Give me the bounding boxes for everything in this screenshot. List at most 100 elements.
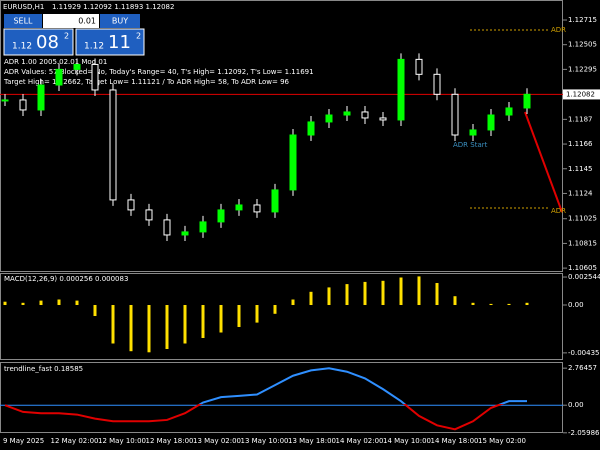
y-tick-label: 0.00: [568, 301, 584, 309]
macd-bar: [39, 300, 43, 306]
candle: [109, 89, 117, 201]
macd-bar: [489, 303, 493, 306]
y-tick-label: 2.76457: [568, 364, 597, 372]
macd-bar: [273, 305, 277, 314]
sell-big: 1.12: [12, 42, 32, 52]
candle: [37, 84, 45, 111]
macd-bar: [57, 299, 61, 306]
x-tick-label: 14 May 10:00: [383, 437, 431, 445]
macd-bar: [3, 301, 7, 306]
macd-bar: [129, 305, 133, 352]
buy-price[interactable]: [75, 28, 145, 56]
candle: [235, 204, 243, 211]
y-tick-label: 1.1166: [568, 140, 593, 148]
candle: [55, 68, 63, 86]
adr-label: ADR: [551, 26, 566, 34]
panel-frames: [0, 0, 563, 433]
x-tick-label: 14 May 02:00: [336, 437, 384, 445]
x-tick-label: 13 May 18:00: [288, 437, 336, 445]
candle: [487, 114, 495, 131]
candle: [433, 73, 441, 95]
sell-button[interactable]: [4, 14, 42, 28]
macd-title: MACD(12,26,9) 0.000256 0.000083: [4, 275, 128, 283]
buy-mid: 11: [108, 32, 131, 53]
lot-input[interactable]: [43, 14, 99, 28]
macd-bar: [417, 276, 421, 306]
buy-sup: 2: [136, 32, 141, 41]
info-line: ADR Values: 57 Blocked= No, Today's Rang…: [4, 68, 314, 76]
lot-text: 0.01: [78, 17, 96, 26]
candle: [415, 58, 423, 75]
buy-button[interactable]: [100, 14, 140, 28]
sell-mid: 08: [36, 32, 59, 53]
macd-bar: [183, 305, 187, 344]
y-tick-label: 0.00: [568, 401, 584, 409]
macd-bar: [345, 284, 349, 306]
macd-bar: [201, 305, 205, 339]
trend-line-up: [198, 367, 527, 404]
sell-sup: 2: [64, 32, 69, 41]
macd-bar: [111, 305, 115, 344]
y-tick-label: 0.002544: [568, 273, 600, 281]
y-tick-label: 1.1145: [568, 165, 593, 173]
macd-bar: [219, 305, 223, 333]
current-price-box: [563, 89, 600, 100]
macd-bar: [471, 302, 475, 306]
x-tick-label: 13 May 02:00: [193, 437, 241, 445]
candle: [127, 199, 135, 211]
candle: [361, 111, 369, 119]
macd-bar: [399, 277, 403, 306]
y-tick-label: 1.12505: [568, 41, 597, 49]
candle: [91, 63, 99, 91]
y-tick-label: 1.1124: [568, 189, 593, 197]
x-tick-label: 12 May 02:00: [51, 437, 99, 445]
candle: [343, 111, 351, 116]
candle: [217, 209, 225, 223]
x-tick-label: 12 May 18:00: [146, 437, 194, 445]
macd-bar: [147, 305, 151, 353]
candle: [163, 219, 171, 236]
macd-bar: [507, 303, 511, 306]
macd-bar: [435, 283, 439, 306]
candle: [397, 58, 405, 121]
macd-bar: [381, 280, 385, 306]
candle: [505, 107, 513, 116]
candle: [271, 189, 279, 213]
candle: [181, 231, 189, 236]
candle: [523, 93, 531, 109]
y-tick-label: -2.05986: [568, 429, 600, 437]
macd-bar: [327, 287, 331, 306]
x-tick-label: 15 May 02:00: [478, 437, 526, 445]
symbol: EURUSD,H1: [3, 3, 44, 11]
adr-start-label: ADR Start: [453, 141, 488, 149]
candle: [199, 221, 207, 233]
y-tick-label: 1.12715: [568, 16, 597, 24]
macd-bar: [291, 299, 295, 306]
candle: [145, 209, 153, 221]
macd-bar: [309, 291, 313, 306]
info-line: ADR 1.00 2005.02.01 Mod 01: [4, 58, 107, 66]
y-tick-label: 1.10605: [568, 264, 597, 272]
candle: [19, 99, 27, 111]
macd-bar: [21, 302, 25, 306]
macd-bar: [165, 305, 169, 350]
candle: [469, 129, 477, 136]
current-price-label: 1.12082: [566, 90, 595, 98]
macd-bar: [93, 305, 97, 317]
adr-arrow: [524, 111, 563, 213]
candle: [325, 114, 333, 123]
candle: [307, 121, 315, 136]
macd-bar: [525, 302, 529, 306]
macd-bar: [75, 300, 79, 306]
buy-big: 1.12: [84, 42, 104, 52]
y-tick-label: 1.11025: [568, 215, 597, 223]
info-line: Target High= 1.12662, Target Low= 1.1112…: [3, 78, 290, 86]
x-tick-label: 12 May 10:00: [98, 437, 146, 445]
candle: [451, 93, 459, 136]
x-tick-label: 14 May 18:00: [431, 437, 479, 445]
trend-line-down: [4, 404, 505, 431]
sell-price[interactable]: [3, 28, 74, 56]
x-tick-label: 9 May 2025: [3, 437, 44, 445]
macd-bar: [363, 281, 367, 306]
